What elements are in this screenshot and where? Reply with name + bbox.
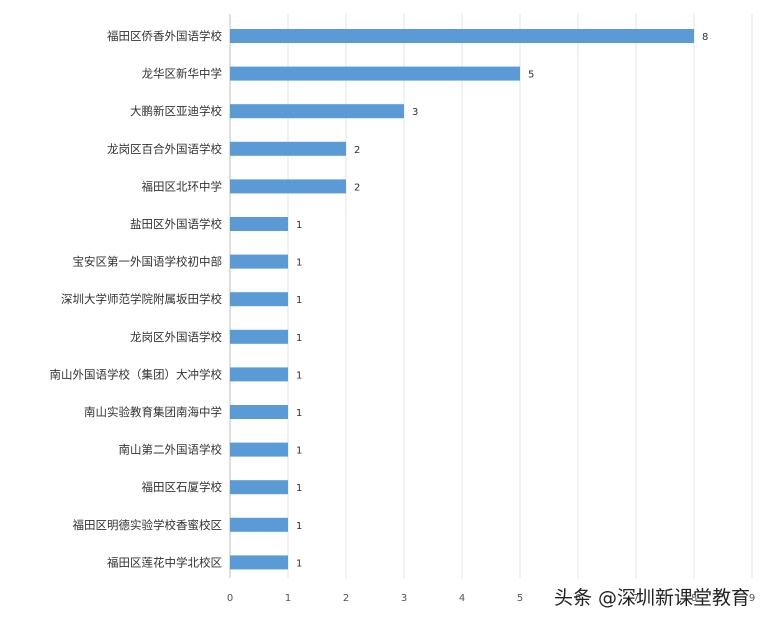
category-label: 宝安区第一外国语学校初中部 xyxy=(73,255,223,269)
x-tick-label: 7 xyxy=(633,593,639,604)
bar xyxy=(230,329,288,344)
category-label: 龙华区新华中学 xyxy=(142,67,223,81)
bar xyxy=(230,292,288,307)
bar xyxy=(230,367,288,382)
category-label: 龙岗区外国语学校 xyxy=(130,330,222,344)
bar xyxy=(230,555,288,570)
watermark-text: 头条 @深圳新课堂教育 xyxy=(554,587,750,609)
data-label: 1 xyxy=(296,258,302,269)
data-label: 1 xyxy=(296,408,302,419)
bar xyxy=(230,141,346,156)
data-label: 1 xyxy=(296,333,302,344)
bar xyxy=(230,480,288,495)
category-label: 福田区莲花中学北校区 xyxy=(107,555,222,569)
bar xyxy=(230,442,288,457)
x-tick-label: 1 xyxy=(285,593,291,604)
category-label: 南山实验教育集团南海中学 xyxy=(84,405,222,419)
bar xyxy=(230,66,520,81)
category-label: 福田区明德实验学校香蜜校区 xyxy=(73,518,223,532)
category-label: 盐田区外国语学校 xyxy=(130,217,222,231)
category-labels: 福田区侨香外国语学校龙华区新华中学大鹏新区亚迪学校龙岗区百合外国语学校福田区北环… xyxy=(50,29,223,569)
category-label: 南山外国语学校（集团）大冲学校 xyxy=(50,367,223,381)
data-label: 1 xyxy=(296,370,302,381)
category-label: 龙岗区百合外国语学校 xyxy=(107,142,222,156)
data-label: 2 xyxy=(354,182,360,193)
bars xyxy=(230,29,694,570)
x-tick-label: 4 xyxy=(459,593,465,604)
category-label: 福田区石厦学校 xyxy=(142,480,223,494)
data-label: 1 xyxy=(296,446,302,457)
x-tick-label: 9 xyxy=(749,593,755,604)
bar xyxy=(230,104,404,119)
x-axis-ticks: 0 1 2 3 4 5 6 7 8 9 xyxy=(227,593,755,604)
bar xyxy=(230,179,346,194)
value-labels: 8 5 3 2 2 1 1 1 1 1 1 1 1 1 1 xyxy=(296,32,708,569)
x-tick-label: 2 xyxy=(343,593,349,604)
category-label: 南山第二外国语学校 xyxy=(119,443,223,457)
x-tick-label: 6 xyxy=(575,593,581,604)
bar xyxy=(230,29,694,43)
data-label: 1 xyxy=(296,295,302,306)
category-label: 大鹏新区亚迪学校 xyxy=(130,104,222,118)
bar xyxy=(230,217,288,231)
x-tick-label: 3 xyxy=(401,593,407,604)
data-label: 5 xyxy=(528,70,534,81)
bar xyxy=(230,254,288,269)
data-label: 8 xyxy=(702,32,708,43)
bar xyxy=(230,517,288,532)
x-tick-label: 5 xyxy=(517,593,523,604)
x-tick-label: 0 xyxy=(227,593,233,604)
category-label: 福田区北环中学 xyxy=(142,179,223,193)
gridlines xyxy=(229,14,753,578)
x-tick-label: 8 xyxy=(691,593,697,604)
bar xyxy=(230,405,288,419)
data-label: 1 xyxy=(296,483,302,494)
data-label: 2 xyxy=(354,145,360,156)
data-label: 1 xyxy=(296,558,302,569)
data-label: 1 xyxy=(296,220,302,231)
category-label: 深圳大学师范学院附属坂田学校 xyxy=(61,292,222,306)
data-label: 3 xyxy=(412,107,418,118)
data-label: 1 xyxy=(296,521,302,532)
category-label: 福田区侨香外国语学校 xyxy=(107,29,222,43)
